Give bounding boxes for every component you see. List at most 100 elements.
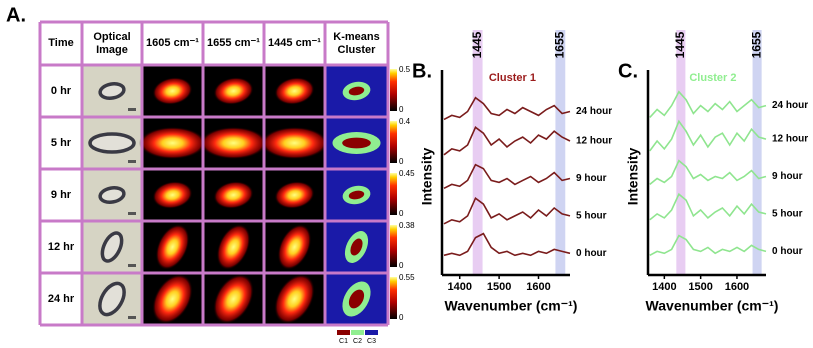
band-label: 1445 <box>470 31 484 58</box>
raman-signal <box>152 181 193 209</box>
colorbar <box>390 69 397 111</box>
spectrum-line <box>649 234 767 257</box>
series-label: 5 hour <box>576 211 607 222</box>
colorbar-max: 0.4 <box>399 117 411 126</box>
y-axis-label: Intensity <box>625 148 641 206</box>
column-header: 1655 cm⁻¹ <box>207 37 260 49</box>
spectrum-line <box>443 96 571 121</box>
legend-label: C1 <box>339 338 348 345</box>
cluster-c1 <box>342 137 371 149</box>
series-label: 12 hour <box>772 134 808 145</box>
colorbar-min: 0 <box>399 209 404 218</box>
series-label: 0 hour <box>772 246 803 257</box>
x-tick-label: 1500 <box>487 281 511 293</box>
colorbar <box>390 173 397 215</box>
colorbar-max: 0.5 <box>399 65 411 74</box>
raman-signal <box>199 126 268 160</box>
legend-swatch <box>351 330 364 335</box>
raman-signal <box>216 224 251 270</box>
raman-signal <box>274 274 315 324</box>
raman-signal <box>260 126 329 160</box>
cluster-c1 <box>350 238 363 256</box>
spectrum-line <box>649 119 767 152</box>
scale-bar <box>128 160 136 163</box>
series-label: 0 hour <box>576 248 607 259</box>
time-label: 5 hr <box>51 137 72 149</box>
column-header: Time <box>48 37 73 49</box>
highlight-band <box>752 30 762 275</box>
scale-bar <box>128 108 136 111</box>
series-label: 24 hour <box>772 100 808 111</box>
cluster-c1 <box>348 190 365 200</box>
cell-outline <box>98 186 126 204</box>
column-header: K-means Cluster <box>333 31 379 56</box>
spectrum-line <box>649 90 767 118</box>
column-header: 1605 cm⁻¹ <box>146 37 199 49</box>
x-axis-label: Wavenumber (cm⁻¹) <box>445 298 578 314</box>
legend-label: C2 <box>353 338 362 345</box>
spectrum-line <box>443 232 571 257</box>
spectrum-line <box>649 159 767 186</box>
colorbar-min: 0 <box>399 261 404 270</box>
cell-outline <box>100 231 124 263</box>
scale-bar <box>128 212 136 215</box>
y-axis-label: Intensity <box>419 148 435 206</box>
panel-label: C. <box>618 60 638 82</box>
chart-title: Cluster 2 <box>689 72 736 84</box>
spectrum-line <box>443 126 571 156</box>
series-label: 24 hour <box>576 106 612 117</box>
scale-bar <box>128 264 136 267</box>
panel-label: A. <box>6 4 26 26</box>
series-label: 5 hour <box>772 209 803 220</box>
cell-outline <box>88 132 136 154</box>
colorbar <box>390 277 397 319</box>
series-label: 12 hour <box>576 136 612 147</box>
raman-signal <box>213 274 254 324</box>
highlight-band <box>472 30 483 275</box>
series-label: 9 hour <box>576 173 607 184</box>
raman-signal <box>138 126 207 160</box>
band-label: 1445 <box>673 31 687 58</box>
raman-signal <box>274 77 315 105</box>
colorbar-min: 0 <box>399 313 404 322</box>
colorbar <box>390 121 397 163</box>
chart-title: Cluster 1 <box>489 72 536 84</box>
colorbar-min: 0 <box>399 105 404 114</box>
column-header: 1445 cm⁻¹ <box>268 37 321 49</box>
colorbar <box>390 225 397 267</box>
raman-signal <box>277 224 312 270</box>
highlight-band <box>676 30 686 275</box>
x-tick-label: 1500 <box>688 281 712 293</box>
time-label: 0 hr <box>51 85 72 97</box>
raman-signal <box>152 274 193 324</box>
cell-outline <box>98 281 126 317</box>
x-axis-label: Wavenumber (cm⁻¹) <box>646 298 779 314</box>
x-tick-label: 1400 <box>652 281 676 293</box>
raman-signal <box>152 77 193 105</box>
raman-signal <box>213 77 254 105</box>
column-header: Optical Image <box>93 31 130 56</box>
panel-label: B. <box>412 60 432 82</box>
colorbar-max: 0.45 <box>399 169 415 178</box>
x-tick-label: 1600 <box>526 281 550 293</box>
raman-signal <box>155 224 190 270</box>
cell-outline <box>98 82 126 100</box>
colorbar-min: 0 <box>399 157 404 166</box>
cluster-c1 <box>348 289 365 309</box>
spectrum-line <box>649 192 767 221</box>
scale-bar <box>128 316 136 319</box>
time-label: 24 hr <box>48 293 75 305</box>
band-label: 1655 <box>553 31 567 58</box>
highlight-band <box>555 30 566 275</box>
time-label: 9 hr <box>51 189 72 201</box>
legend-label: C3 <box>367 338 376 345</box>
legend-swatch <box>337 330 350 335</box>
spectrum-line <box>443 163 571 190</box>
series-label: 9 hour <box>772 171 803 182</box>
time-label: 12 hr <box>48 241 75 253</box>
x-tick-label: 1400 <box>447 281 471 293</box>
cluster-c1 <box>348 86 365 96</box>
legend-swatch <box>365 330 378 335</box>
colorbar-max: 0.38 <box>399 221 415 230</box>
